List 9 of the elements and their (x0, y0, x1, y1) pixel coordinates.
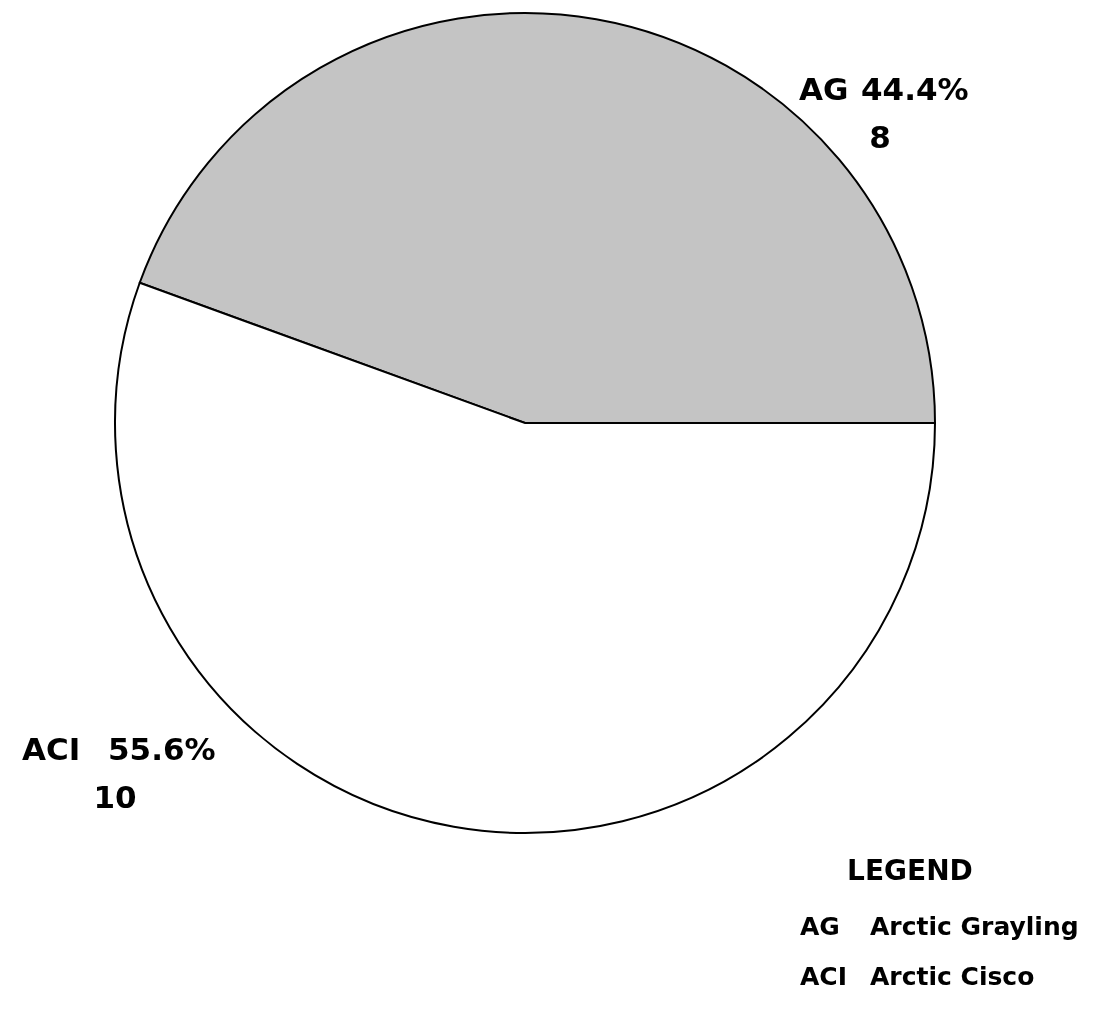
slice-label: ACI (22, 731, 81, 767)
slice-label: AG (799, 71, 849, 107)
slice-label: ACI (800, 962, 847, 991)
text: Arctic Cisco (870, 962, 1035, 991)
category-label: AG (800, 912, 840, 941)
text: Arctic Grayling (870, 912, 1079, 941)
data-label: 55.6% 10 (93, 731, 216, 815)
legend-title: LEGEND (847, 854, 973, 887)
data-label: 44.4% 8 (861, 71, 969, 155)
